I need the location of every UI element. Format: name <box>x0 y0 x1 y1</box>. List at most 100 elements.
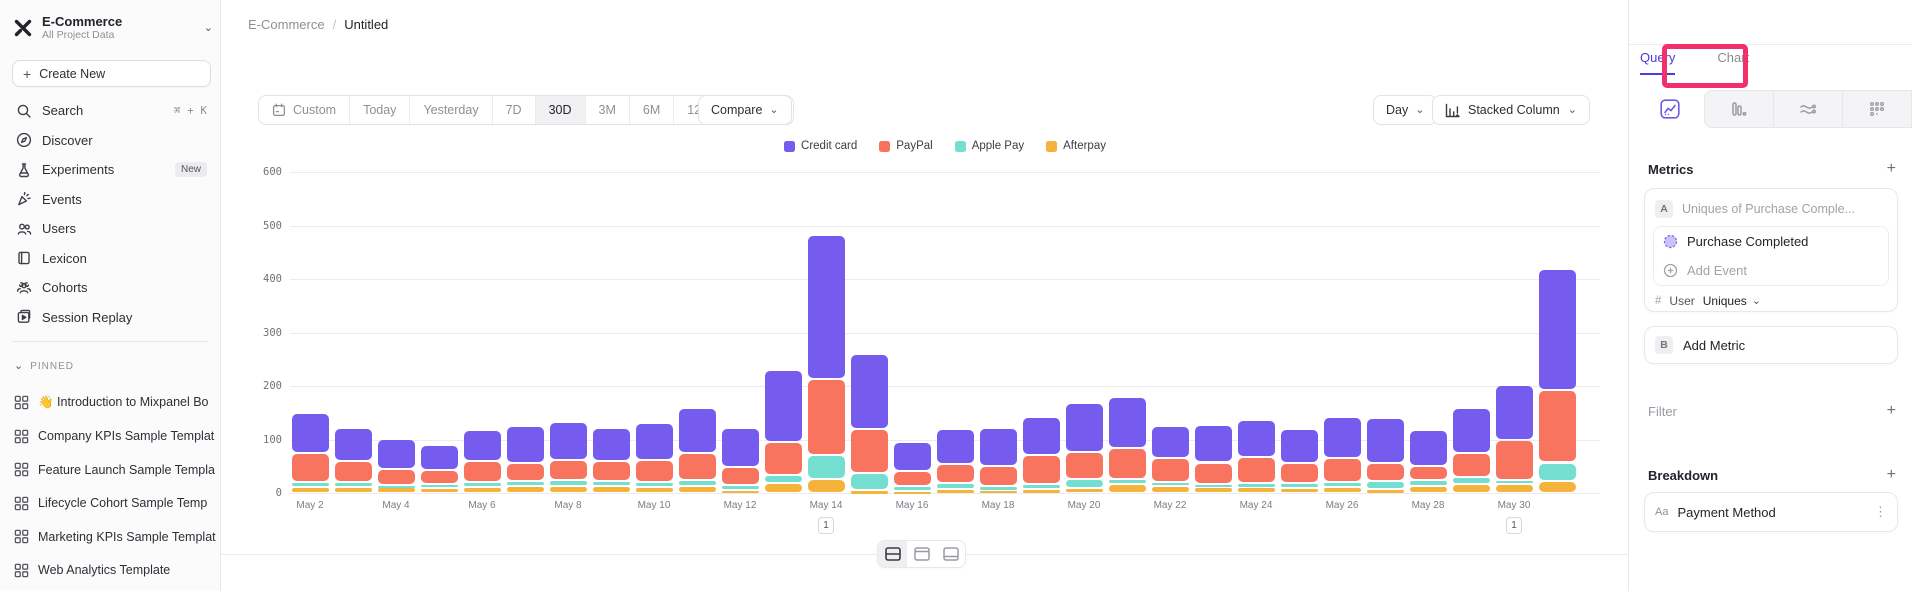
add-metric-plus-icon[interactable]: + <box>1886 160 1896 177</box>
layout-top-button[interactable] <box>907 541 936 567</box>
bar-segment-apple-pay <box>1194 484 1232 488</box>
sidebar-item-label: Experiments <box>42 162 115 178</box>
bar-may-29[interactable] <box>1452 0 1490 493</box>
pinned-board-item[interactable]: Feature Launch Sample Templa <box>0 453 221 487</box>
legend-item-paypal[interactable]: PayPal <box>879 140 933 152</box>
bar-segment-credit-card <box>549 422 587 460</box>
add-filter-plus-icon[interactable]: + <box>1886 402 1896 419</box>
range-6m[interactable]: 6M <box>630 96 675 124</box>
sidebar-item-users[interactable]: Users <box>0 214 221 244</box>
x-axis-tick-label: May 18 <box>981 500 1015 511</box>
legend-item-credit-card[interactable]: Credit card <box>784 140 857 152</box>
add-event-row[interactable]: Add Event <box>1654 256 1888 285</box>
add-metric-card[interactable]: B Add Metric <box>1644 326 1898 364</box>
sidebar-item-events[interactable]: Events <box>0 185 221 215</box>
tab-query[interactable]: Query <box>1640 50 1676 75</box>
layout-bottom-button[interactable] <box>936 541 965 567</box>
bar-may-28[interactable] <box>1409 0 1447 493</box>
event-card: Purchase Completed Add Event <box>1653 226 1889 286</box>
y-axis-tick-label: 400 <box>263 273 282 285</box>
bar-may-21[interactable] <box>1108 0 1146 493</box>
viz-tab-flows[interactable] <box>1774 90 1843 128</box>
metric-title-row[interactable]: A Uniques of Purchase Comple... <box>1645 189 1897 226</box>
bar-may-20[interactable] <box>1065 0 1103 493</box>
bar-may-25[interactable] <box>1280 0 1318 493</box>
bar-may-10[interactable] <box>635 0 673 493</box>
bar-may-27[interactable] <box>1366 0 1404 493</box>
measure-row[interactable]: # User Uniques ⌄ <box>1645 286 1897 316</box>
breadcrumb-project[interactable]: E-Commerce <box>248 16 325 32</box>
bar-may-2[interactable] <box>291 0 329 493</box>
bar-may-16[interactable] <box>893 0 931 495</box>
annotation-badge[interactable]: 1 <box>1506 517 1522 534</box>
viz-tab-insights[interactable] <box>1636 90 1704 128</box>
project-switcher[interactable]: E-Commerce All Project Data ⌄ <box>8 8 213 48</box>
pinned-board-item[interactable]: 👋 Introduction to Mixpanel Bo <box>0 386 221 420</box>
pinned-board-item[interactable]: Company KPIs Sample Templat <box>0 420 221 454</box>
annotation-badge[interactable]: 1 <box>818 517 834 534</box>
layout-split-button[interactable] <box>878 541 907 567</box>
viz-tab-funnels[interactable] <box>1704 90 1774 128</box>
range-yesterday[interactable]: Yesterday <box>410 96 493 124</box>
pinned-board-item[interactable]: Web Analytics Template <box>0 554 221 588</box>
range-3m[interactable]: 3M <box>586 96 630 124</box>
bar-may-6[interactable] <box>463 0 501 493</box>
bar-segment-paypal <box>420 470 458 483</box>
bar-may-17[interactable] <box>936 0 974 493</box>
pinned-board-item[interactable]: Lifecycle Cohort Sample Temp <box>0 487 221 521</box>
bar-may-15[interactable] <box>850 0 888 494</box>
bar-may-18[interactable] <box>979 0 1017 494</box>
sidebar-item-lexicon[interactable]: Lexicon <box>0 244 221 274</box>
breakdown-property-card[interactable]: Aa Payment Method ⋮ <box>1644 492 1898 532</box>
bar-may-19[interactable] <box>1022 0 1060 493</box>
event-row[interactable]: Purchase Completed <box>1654 227 1888 256</box>
sidebar-item-session-replay[interactable]: Session Replay <box>0 303 221 333</box>
chevron-down-icon: ⌄ <box>14 360 25 372</box>
bar-may-26[interactable] <box>1323 0 1361 493</box>
legend-swatch <box>954 140 966 152</box>
range-7d[interactable]: 7D <box>493 96 536 124</box>
measure-type-dropdown[interactable]: Uniques ⌄ <box>1703 294 1761 308</box>
compare-button[interactable]: Compare ⌄ <box>698 95 792 125</box>
bar-segment-credit-card <box>463 431 501 461</box>
granularity-dropdown[interactable]: Day ⌄ <box>1373 95 1438 125</box>
bar-may-23[interactable] <box>1194 0 1232 493</box>
bar-may-11[interactable] <box>678 0 716 493</box>
pinned-section-header[interactable]: ⌄ PINNED <box>14 360 204 373</box>
x-axis-tick-label: May 14 <box>809 500 843 511</box>
chart-type-dropdown[interactable]: Stacked Column ⌄ <box>1432 95 1590 125</box>
bar-may-7[interactable] <box>506 0 544 493</box>
bar-segment-apple-pay <box>506 481 544 486</box>
range-today[interactable]: Today <box>350 96 411 124</box>
bar-may-22[interactable] <box>1151 0 1189 493</box>
layout-split-icon <box>884 547 901 561</box>
bar-may-31[interactable] <box>1538 0 1576 493</box>
range-custom[interactable]: Custom <box>259 96 351 124</box>
legend-item-afterpay[interactable]: Afterpay <box>1046 140 1106 152</box>
bar-may-14[interactable] <box>807 0 845 493</box>
tab-chart[interactable]: Chart <box>1717 50 1750 65</box>
sidebar-item-experiments[interactable]: Experiments New <box>0 155 221 185</box>
bar-may-8[interactable] <box>549 0 587 493</box>
bar-may-13[interactable] <box>764 0 802 493</box>
sidebar-item-discover[interactable]: Discover <box>0 126 221 156</box>
bar-segment-apple-pay <box>807 456 845 478</box>
bar-may-3[interactable] <box>334 0 372 493</box>
breadcrumb-page-title[interactable]: Untitled <box>344 16 389 32</box>
kebab-menu-icon[interactable]: ⋮ <box>1874 504 1887 519</box>
create-new-button[interactable]: + Create New <box>12 60 211 87</box>
bar-may-24[interactable] <box>1237 0 1275 493</box>
bar-may-4[interactable] <box>377 0 415 493</box>
sidebar-item-cohorts[interactable]: Cohorts <box>0 273 221 303</box>
pinned-board-item[interactable]: Marketing KPIs Sample Templat <box>0 520 221 554</box>
bar-segment-afterpay <box>463 488 501 492</box>
bar-may-12[interactable] <box>721 0 759 494</box>
add-breakdown-plus-icon[interactable]: + <box>1886 466 1896 483</box>
legend-item-apple-pay[interactable]: Apple Pay <box>954 140 1024 152</box>
bar-may-5[interactable] <box>420 0 458 493</box>
bar-may-9[interactable] <box>592 0 630 493</box>
range-30d[interactable]: 30D <box>535 96 586 124</box>
sidebar-item-search[interactable]: Search ⌘ + K <box>0 96 221 126</box>
viz-tab-retention[interactable] <box>1843 90 1912 128</box>
bar-may-30[interactable] <box>1495 0 1533 493</box>
